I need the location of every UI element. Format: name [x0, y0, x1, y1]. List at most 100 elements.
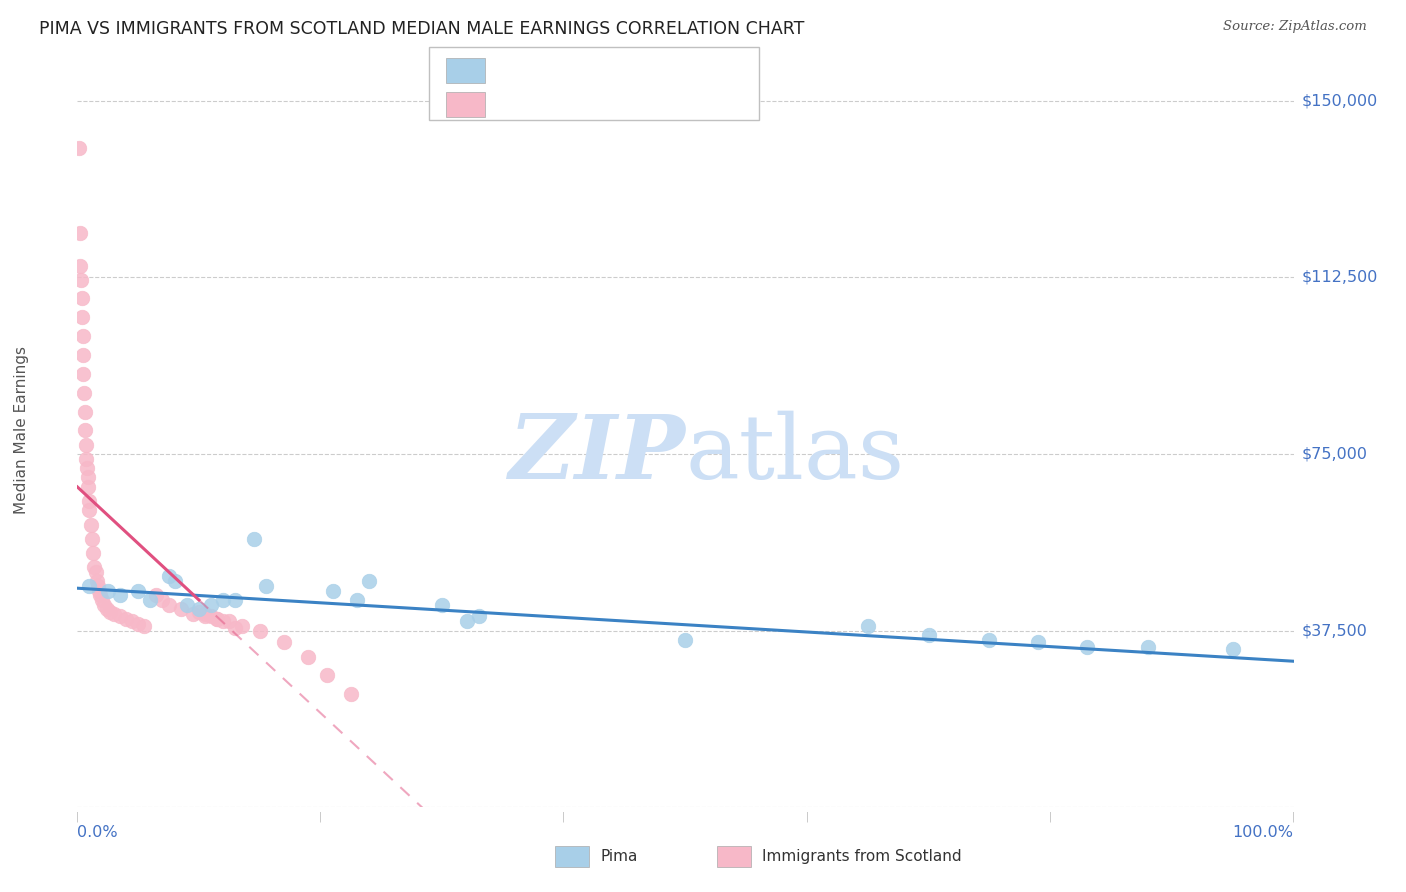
Point	[340, 687, 363, 701]
Point	[77, 494, 100, 508]
Point	[152, 593, 174, 607]
Point	[346, 593, 368, 607]
Point	[79, 579, 101, 593]
Text: 100.0%: 100.0%	[1233, 825, 1294, 840]
Point	[212, 593, 235, 607]
Point	[157, 569, 180, 583]
Point	[322, 583, 344, 598]
Text: |: |	[1049, 812, 1052, 822]
Point	[856, 619, 879, 633]
Point	[218, 614, 240, 628]
Text: 0.0%: 0.0%	[77, 825, 118, 840]
Point	[80, 532, 103, 546]
Point	[273, 635, 295, 649]
Point	[224, 621, 246, 635]
Point	[70, 273, 93, 287]
Point	[188, 605, 211, 619]
Text: |: |	[806, 812, 808, 822]
Point	[79, 503, 101, 517]
Text: $150,000: $150,000	[1302, 93, 1378, 108]
Text: |: |	[562, 812, 565, 822]
Point	[1136, 640, 1159, 654]
Point	[1076, 640, 1098, 654]
Point	[82, 546, 104, 560]
Point	[430, 598, 453, 612]
Point	[157, 598, 180, 612]
Point	[87, 579, 110, 593]
Point	[1222, 642, 1244, 657]
Point	[200, 609, 222, 624]
Point	[70, 310, 93, 325]
Point	[224, 593, 246, 607]
Text: Immigrants from Scotland: Immigrants from Scotland	[762, 849, 962, 863]
Point	[69, 226, 91, 240]
Point	[205, 612, 228, 626]
Point	[84, 565, 107, 579]
Point	[76, 461, 98, 475]
Point	[163, 574, 186, 589]
Point	[1026, 635, 1049, 649]
Point	[75, 437, 97, 451]
Point	[205, 612, 228, 626]
Point	[103, 607, 125, 621]
Point	[121, 614, 143, 628]
Point	[72, 367, 94, 381]
Point	[315, 668, 337, 682]
Point	[242, 532, 264, 546]
Point	[456, 614, 478, 628]
Point	[98, 605, 121, 619]
Text: Median Male Earnings: Median Male Earnings	[14, 346, 28, 515]
Point	[176, 598, 198, 612]
Point	[89, 588, 111, 602]
Point	[77, 480, 100, 494]
Point	[139, 593, 162, 607]
Point	[86, 574, 108, 589]
Text: N =: N =	[620, 62, 657, 79]
Text: Pima: Pima	[600, 849, 638, 863]
Point	[254, 579, 277, 593]
Point	[80, 517, 103, 532]
Point	[108, 609, 131, 624]
Point	[69, 259, 91, 273]
Point	[70, 292, 93, 306]
Point	[72, 329, 94, 343]
Point	[83, 560, 105, 574]
Point	[97, 583, 120, 598]
Text: Source: ZipAtlas.com: Source: ZipAtlas.com	[1223, 20, 1367, 33]
Text: |: |	[319, 812, 322, 822]
Point	[108, 588, 131, 602]
Text: −0.740: −0.740	[541, 62, 607, 79]
Point	[134, 619, 156, 633]
Text: ZIP: ZIP	[509, 410, 686, 497]
Text: |: |	[76, 812, 79, 822]
Point	[127, 616, 149, 631]
Point	[200, 598, 222, 612]
Point	[194, 607, 217, 621]
Text: PIMA VS IMMIGRANTS FROM SCOTLAND MEDIAN MALE EARNINGS CORRELATION CHART: PIMA VS IMMIGRANTS FROM SCOTLAND MEDIAN …	[39, 20, 804, 37]
Text: atlas: atlas	[686, 410, 904, 498]
Point	[979, 633, 1001, 648]
Text: N =: N =	[620, 95, 657, 113]
Point	[90, 593, 112, 607]
Text: $75,000: $75,000	[1302, 446, 1368, 461]
Point	[194, 609, 217, 624]
Point	[67, 141, 90, 155]
Text: $112,500: $112,500	[1302, 269, 1378, 285]
Point	[359, 574, 381, 589]
Point	[181, 607, 204, 621]
Point	[72, 348, 94, 362]
Point	[75, 424, 97, 438]
Point	[467, 609, 489, 624]
Text: |: |	[1292, 812, 1295, 822]
Point	[918, 628, 941, 642]
Text: 58: 58	[661, 95, 683, 113]
Point	[73, 404, 96, 418]
Point	[231, 619, 253, 633]
Point	[297, 649, 319, 664]
Point	[75, 451, 97, 466]
Point	[96, 602, 118, 616]
Point	[675, 633, 697, 648]
Text: R =: R =	[499, 95, 536, 113]
Point	[212, 614, 235, 628]
Point	[89, 583, 111, 598]
